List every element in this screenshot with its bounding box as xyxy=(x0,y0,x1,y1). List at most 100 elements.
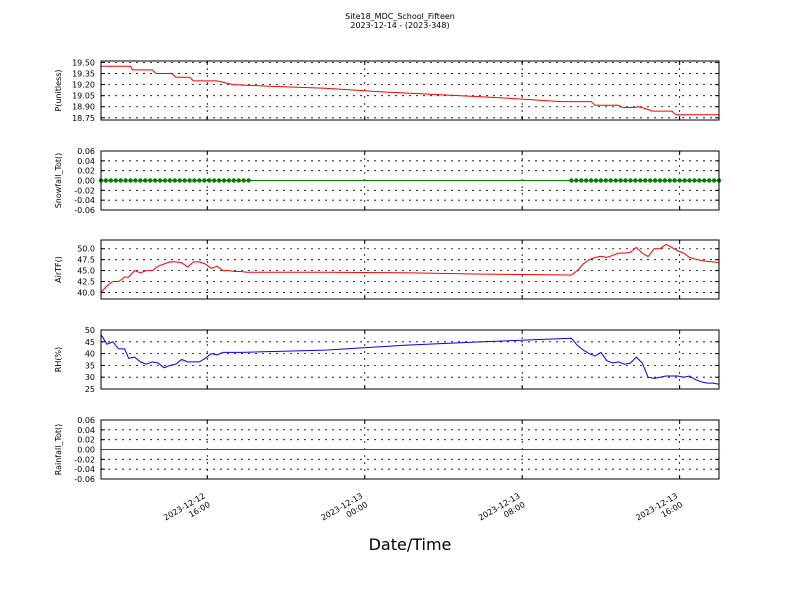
panel-1-ytick-label: 19.05 xyxy=(72,92,95,101)
panel-4-ytick-label: 25 xyxy=(85,385,95,394)
panel-2-series-point xyxy=(226,178,232,183)
panel-2-series-point xyxy=(647,178,653,183)
panel-3-ytick-label: 40.0 xyxy=(77,288,95,297)
panel-2-series-point xyxy=(152,178,158,183)
panel-2-series-point xyxy=(182,178,187,183)
panel-2-series-point xyxy=(221,178,227,183)
panel-2-ytick-label: 0.06 xyxy=(77,147,95,156)
panel-2-series-point xyxy=(162,178,168,183)
panel-2-series-point xyxy=(108,178,114,183)
panel-1-ytick-label: 18.75 xyxy=(72,114,95,123)
panel-2-ytick-label: 0.00 xyxy=(77,177,95,186)
panel-1-ylabel: P(unitless) xyxy=(54,69,63,111)
panel-2-series-point xyxy=(202,178,207,183)
chart-subtitle: 2023-12-14 - (2023-348) xyxy=(350,21,450,30)
panel-1-frame xyxy=(100,60,720,121)
panel-3-ytick-label: 47.5 xyxy=(77,256,95,265)
panel-2-series-point xyxy=(128,178,133,183)
panel-1-ytick-label: 18.90 xyxy=(72,103,95,112)
panel-2-series-point xyxy=(143,178,148,183)
chart-title: Site18_MDC_School_Fifteen xyxy=(345,12,455,21)
panel-2-series-point xyxy=(638,178,643,183)
panel-4-ytick-label: 40 xyxy=(85,350,95,359)
panel-2-series-point xyxy=(603,178,609,183)
panel-1-ytick-label: 19.50 xyxy=(72,58,95,67)
panel-2-series-point xyxy=(633,178,638,183)
panel-2-series-point xyxy=(588,178,594,183)
panel-1-ytick-label: 19.35 xyxy=(72,70,95,79)
panel-2-series-point xyxy=(157,178,163,183)
panel-2-series-point xyxy=(613,178,618,183)
panel-2-ytick-label: 0.02 xyxy=(77,167,95,176)
panel-2-series-point xyxy=(608,178,613,183)
panel-2-series-point xyxy=(113,178,118,183)
panel-2-ylabel: Snowfall_Tot() xyxy=(54,153,63,209)
panel-2-ytick-label: 0.04 xyxy=(77,157,95,166)
panel-2-ytick-label: -0.06 xyxy=(74,206,95,215)
panel-2-ytick-label: -0.02 xyxy=(74,186,95,195)
panel-2-series-point xyxy=(216,178,222,183)
panel-5-ytick-label: 0.00 xyxy=(77,446,95,455)
panel-5-frame xyxy=(100,419,720,480)
panel-2-series-point xyxy=(652,178,658,183)
panel-5-ytick-label: 0.04 xyxy=(77,426,95,435)
panel-2-ytick-label: -0.04 xyxy=(74,196,95,205)
panel-4-ytick-label: 45 xyxy=(85,338,95,347)
panel-4-ylabel: RH(%) xyxy=(54,347,63,372)
panel-2-series-point xyxy=(623,178,628,183)
panel-5-ytick-label: -0.04 xyxy=(74,465,95,474)
panel-2-series-point xyxy=(192,178,197,183)
panel-2-series-point xyxy=(662,178,668,183)
panel-4-ytick-label: 30 xyxy=(85,373,95,382)
panel-2-series-point xyxy=(103,178,109,183)
panel-2-series-point xyxy=(672,178,677,183)
panel-2-series-point xyxy=(618,178,623,183)
panel-1-series-line xyxy=(101,65,719,116)
panel-5-ytick-label: 0.06 xyxy=(77,416,95,425)
panel-3-series-line xyxy=(100,243,720,293)
panel-2-series-point xyxy=(598,178,604,183)
panel-2-series-point xyxy=(706,178,712,183)
panel-2-series-point xyxy=(246,178,251,183)
panel-2-series-point xyxy=(583,178,589,183)
panel-2-series-point xyxy=(593,178,599,183)
panel-2-frame xyxy=(100,150,720,211)
panel-2-series-point xyxy=(667,178,672,183)
panel-2-series-point xyxy=(628,178,633,183)
panel-3-ylabel: AirTF() xyxy=(54,256,63,283)
panel-2-series-point xyxy=(642,178,648,183)
panel-2-series-point xyxy=(657,178,663,183)
panel-5-ytick-label: 0.02 xyxy=(77,436,95,445)
panel-2-series-point xyxy=(236,178,241,183)
panel-2-series-point xyxy=(687,178,692,183)
panel-2-series-point xyxy=(692,178,697,183)
panel-2-series-point xyxy=(207,178,212,183)
panel-5-ylabel: Rainfall_Tot() xyxy=(54,424,63,476)
panel-2-series-point xyxy=(211,178,217,183)
panel-2-series-point xyxy=(231,178,237,183)
panel-2-series-point xyxy=(677,178,682,183)
panel-2-series-point xyxy=(187,178,192,183)
panel-3-frame xyxy=(100,239,720,300)
panel-4-ytick-label: 35 xyxy=(85,361,95,370)
panel-4-frame xyxy=(100,329,720,390)
panel-2-series-point xyxy=(574,178,579,183)
panel-2-series-point xyxy=(177,178,182,183)
panel-2-series-point xyxy=(682,178,687,183)
x-axis-label: Date/Time xyxy=(368,535,452,554)
panel-2-series-point xyxy=(138,178,143,183)
panel-2-series-point xyxy=(711,178,717,183)
panel-2-series-point xyxy=(172,178,178,183)
panel-4-series-line xyxy=(100,334,720,385)
panel-2-series-point xyxy=(133,178,138,183)
panel-2-series-point xyxy=(123,178,128,183)
panel-5-ytick-label: -0.02 xyxy=(74,455,95,464)
panel-2-series-point xyxy=(697,178,702,183)
panel-2-series-point xyxy=(579,178,584,183)
panel-5-ytick-label: -0.06 xyxy=(74,475,95,484)
panel-2-series-point xyxy=(569,178,574,183)
